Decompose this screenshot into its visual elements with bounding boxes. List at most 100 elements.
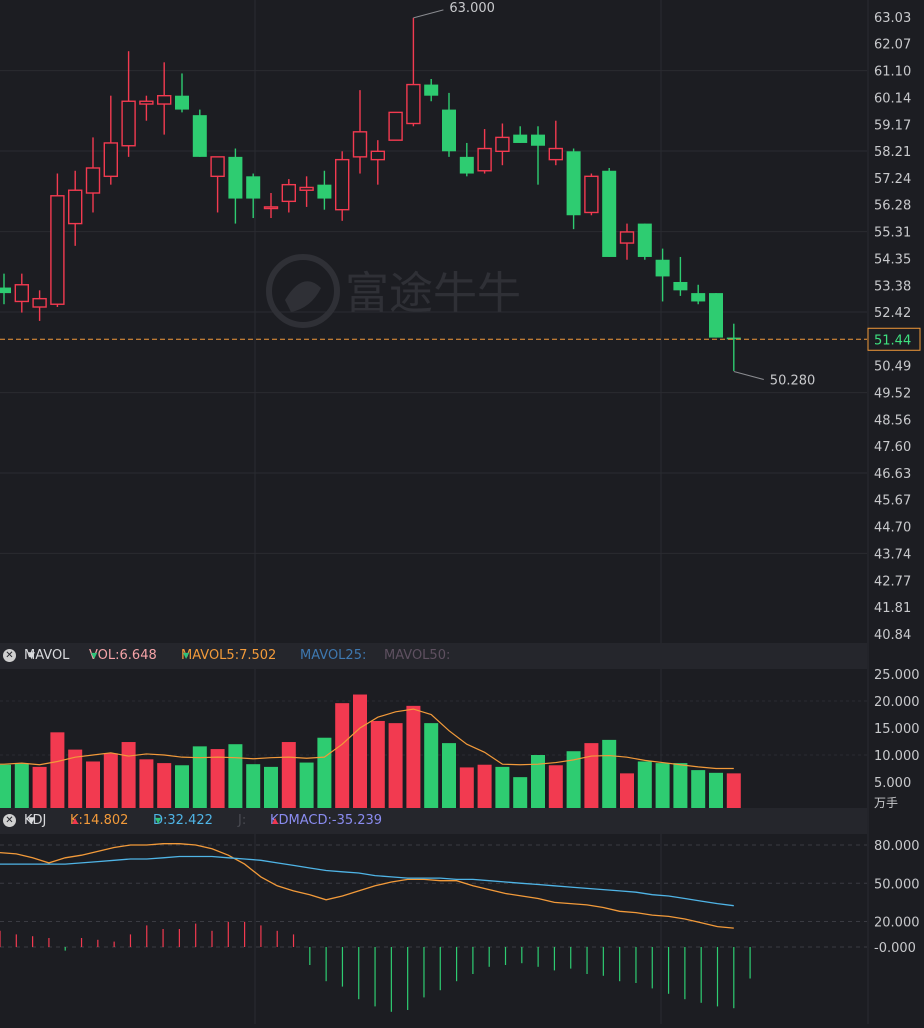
up-triangle-icon: ▲ bbox=[272, 816, 279, 825]
candle-body-up bbox=[14, 284, 30, 303]
candle-body-down bbox=[175, 95, 189, 110]
d-line bbox=[0, 855, 734, 907]
candle-body-down bbox=[513, 134, 528, 143]
candle-body-down bbox=[531, 134, 545, 146]
price-tick-label: 45.67 bbox=[874, 494, 911, 509]
volume-bar bbox=[513, 777, 528, 809]
volume-bar bbox=[388, 723, 403, 809]
candle-body-up bbox=[210, 156, 225, 178]
candle-body-up bbox=[50, 195, 65, 305]
mavol25-label: MAVOL25: bbox=[300, 648, 367, 663]
price-tick-label: 44.70 bbox=[874, 521, 911, 536]
current-price-label: 51.44 bbox=[874, 333, 911, 348]
mavol-header: ✕ MAVOL ▼ VOL:6.648 ▼ MAVOL5:7.502 ▼ MAVOL2… bbox=[0, 643, 867, 669]
candle-body-down bbox=[459, 156, 474, 174]
volume-tick-label: 15.000 bbox=[874, 722, 920, 737]
volume-bar bbox=[299, 762, 314, 809]
candle-body-up bbox=[121, 100, 136, 147]
candle-body-up bbox=[584, 175, 599, 214]
volume-bar bbox=[709, 772, 723, 809]
volume-bar bbox=[14, 763, 29, 809]
candle-body-down bbox=[228, 156, 243, 199]
kdj-tick-label: 20.000 bbox=[874, 916, 920, 931]
volume-tick-label: 5.000 bbox=[874, 776, 911, 791]
price-tick-label: 42.77 bbox=[874, 574, 911, 589]
candle-body-up bbox=[388, 111, 403, 141]
volume-bar bbox=[50, 732, 65, 809]
price-tick-label: 57.24 bbox=[874, 172, 911, 187]
price-tick-label: 63.03 bbox=[874, 11, 911, 26]
volume-bar bbox=[495, 766, 510, 809]
volume-bar bbox=[103, 753, 118, 809]
volume-bar bbox=[121, 742, 136, 809]
price-tick-label: 49.52 bbox=[874, 387, 911, 402]
volume-bar bbox=[192, 746, 207, 809]
volume-bar bbox=[246, 764, 261, 809]
low-marker-line bbox=[733, 371, 764, 381]
volume-bar bbox=[673, 763, 688, 809]
close-icon[interactable]: ✕ bbox=[3, 814, 16, 827]
volume-bar bbox=[424, 723, 439, 809]
j-label: J: bbox=[238, 813, 247, 828]
candle-body-down bbox=[691, 293, 706, 302]
volume-bar bbox=[353, 694, 367, 809]
volume-bar bbox=[602, 739, 617, 809]
volume-bar bbox=[637, 761, 652, 809]
volume-tick-label: 10.000 bbox=[874, 749, 920, 764]
candle-body-down bbox=[246, 176, 261, 199]
candle-body-up bbox=[370, 150, 385, 161]
candle-body-up bbox=[32, 297, 47, 308]
candle-body-up bbox=[619, 231, 635, 244]
volume-bar bbox=[566, 751, 581, 809]
volume-bar bbox=[548, 765, 563, 809]
high-price-label: 63.000 bbox=[449, 1, 495, 16]
volume-bar bbox=[655, 763, 670, 809]
price-tick-label: 40.84 bbox=[874, 628, 911, 643]
price-tick-label: 62.07 bbox=[874, 38, 911, 53]
candle-body-up bbox=[67, 189, 83, 225]
candle-body-up bbox=[85, 167, 101, 194]
mavol5-line bbox=[0, 708, 734, 770]
down-triangle-icon: ▼ bbox=[155, 816, 162, 825]
price-tick-label: 55.31 bbox=[874, 226, 911, 241]
kdj-header: ✕ KDJ ▼ K:14.802 ▲ D:32.422 ▼ J: KDMACD:-35… bbox=[0, 808, 867, 834]
mavol-title: MAVOL bbox=[24, 648, 70, 663]
candle-body-up bbox=[495, 136, 510, 152]
volume-bar bbox=[32, 766, 47, 809]
volume-bar bbox=[531, 755, 545, 809]
volume-bar bbox=[210, 749, 225, 809]
price-tick-label: 60.14 bbox=[874, 91, 911, 106]
candle-body-down bbox=[0, 287, 11, 294]
low-price-label: 50.280 bbox=[770, 374, 816, 389]
current-price-box bbox=[867, 327, 921, 351]
candle-body-up bbox=[477, 147, 492, 172]
watermark-bull-icon bbox=[285, 281, 321, 312]
candle-body-up bbox=[352, 131, 368, 158]
candle-body-up bbox=[103, 142, 119, 178]
chevron-down-icon: ▼ bbox=[28, 816, 35, 826]
volume-bar bbox=[459, 767, 474, 809]
candle-body-down bbox=[673, 281, 688, 291]
candle-body-down bbox=[442, 109, 456, 152]
volume-bar bbox=[477, 764, 492, 809]
volume-bar bbox=[157, 763, 172, 809]
volume-unit-label: 万手 bbox=[874, 796, 898, 810]
up-triangle-icon: ▲ bbox=[72, 816, 79, 825]
volume-bar bbox=[68, 749, 83, 809]
candle-body-down bbox=[566, 151, 581, 216]
volume-tick-label: 25.000 bbox=[874, 668, 920, 683]
chevron-down-icon: ▼ bbox=[28, 651, 35, 661]
candle-body-down bbox=[424, 84, 439, 96]
price-tick-label: 47.60 bbox=[874, 440, 911, 455]
mavol50-label: MAVOL50: bbox=[384, 648, 451, 663]
watermark-circle-icon bbox=[266, 254, 340, 328]
close-icon[interactable]: ✕ bbox=[3, 649, 16, 662]
candle-body-down bbox=[637, 223, 652, 257]
down-triangle-icon: ▼ bbox=[183, 651, 190, 660]
kdj-title: KDJ bbox=[24, 813, 47, 828]
candle-body-up bbox=[139, 100, 154, 105]
volume-bar bbox=[0, 764, 11, 809]
price-tick-label: 59.17 bbox=[874, 118, 911, 133]
